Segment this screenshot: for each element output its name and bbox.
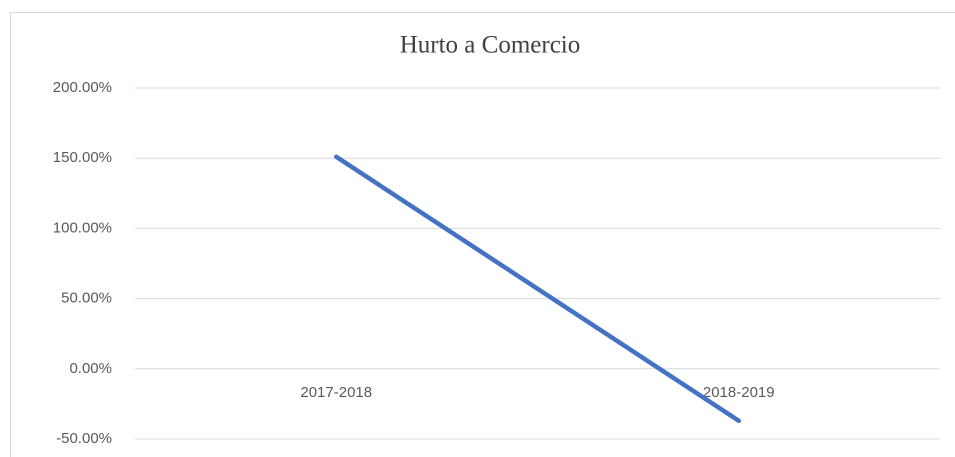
chart-frame bbox=[10, 12, 955, 457]
y-tick-label: -50.00% bbox=[56, 430, 112, 447]
y-tick-label: 50.00% bbox=[61, 290, 112, 307]
y-tick-label: 100.00% bbox=[53, 219, 112, 236]
data-line bbox=[334, 154, 741, 423]
y-tick-label: 150.00% bbox=[53, 149, 112, 166]
x-tick-label: 2017-2018 bbox=[300, 384, 372, 401]
y-tick-label: 0.00% bbox=[69, 360, 112, 377]
chart-title: Hurto a Comercio bbox=[400, 32, 581, 59]
x-tick-label: 2018-2019 bbox=[703, 384, 775, 401]
y-tick-label: 200.00% bbox=[53, 79, 112, 96]
